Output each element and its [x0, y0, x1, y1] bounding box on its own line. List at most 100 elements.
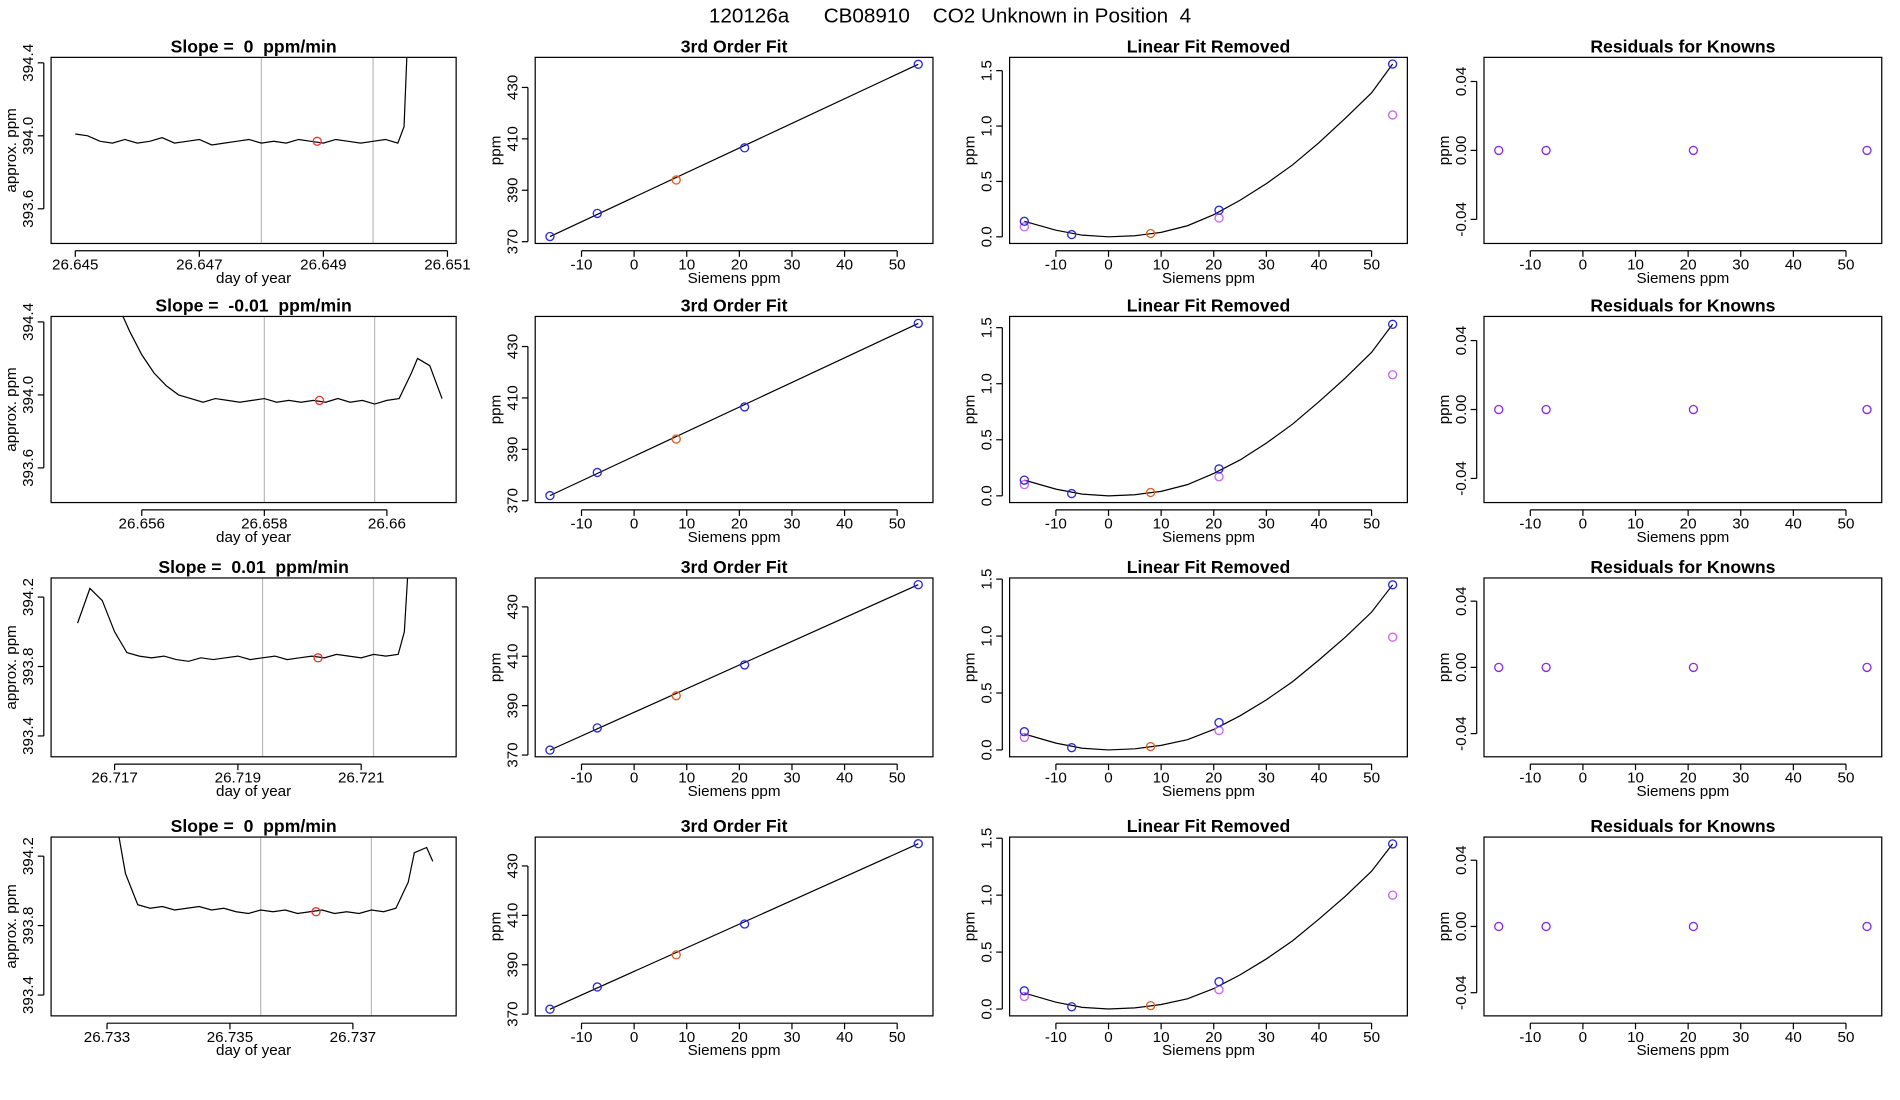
- y-tick-label: 393.8: [20, 648, 37, 686]
- x-tick-label: 30: [1732, 1029, 1749, 1046]
- x-tick-label: 20: [1205, 770, 1222, 787]
- y-tick-label: 390: [504, 437, 521, 462]
- x-tick-label: 50: [1838, 256, 1855, 273]
- panel-title: 3rd Order Fit: [681, 295, 788, 315]
- x-axis-label: Siemens ppm: [1636, 1042, 1729, 1059]
- x-tick-label: 0: [1579, 515, 1587, 532]
- y-tick-label: 0.04: [1453, 67, 1470, 97]
- x-tick-label: 10: [1153, 1029, 1170, 1046]
- data-point: [1214, 717, 1224, 728]
- data-point: [1145, 487, 1156, 498]
- x-tick-label: -10: [1519, 515, 1541, 532]
- plot-frame: [50, 56, 457, 245]
- y-axis-label: ppm: [962, 395, 979, 425]
- x-tick-label: 10: [1627, 256, 1644, 273]
- x-tick-label: 26.721: [338, 770, 384, 787]
- data-point: [1214, 213, 1224, 223]
- y-tick-label: 393.6: [20, 190, 37, 228]
- x-tick-label: 30: [784, 770, 801, 787]
- y-tick-label: 1.5: [979, 317, 996, 338]
- x-tick-label: -10: [1519, 770, 1541, 787]
- data-line: [118, 837, 434, 915]
- data-point: [739, 143, 750, 153]
- data-line: [549, 322, 919, 497]
- data-point: [1862, 921, 1872, 932]
- data-point: [1688, 921, 1699, 932]
- x-tick-label: 20: [1680, 1029, 1697, 1046]
- panel-title: Linear Fit Removed: [1127, 557, 1291, 577]
- x-tick-label: 30: [1732, 770, 1749, 787]
- panel-title: Slope = -0.01 ppm/min: [155, 295, 351, 315]
- y-axis-label: approx. ppm: [3, 367, 20, 451]
- y-tick-label: 0.00: [1453, 912, 1470, 942]
- x-tick-label: 26.719: [215, 770, 261, 787]
- x-tick-label: 40: [1311, 770, 1328, 787]
- x-tick-label: 40: [836, 256, 853, 273]
- plot-frame: [534, 56, 934, 245]
- panel-title: Residuals for Knowns: [1590, 295, 1775, 315]
- y-tick-label: 430: [504, 594, 521, 619]
- data-point: [1688, 662, 1699, 673]
- data-point: [1214, 205, 1224, 215]
- data-point: [1541, 921, 1551, 932]
- data-point: [1862, 662, 1872, 673]
- x-tick-label: 0: [1104, 1029, 1112, 1046]
- plot-frame: [1008, 836, 1408, 1017]
- y-tick-label: 394.2: [20, 578, 37, 616]
- x-tick-label: -10: [571, 256, 593, 273]
- x-tick-label: 30: [1732, 515, 1749, 532]
- data-point: [592, 723, 602, 733]
- data-point: [1067, 488, 1077, 499]
- x-tick-label: -10: [571, 770, 593, 787]
- y-tick-label: 390: [504, 178, 521, 203]
- x-tick-label: 50: [1838, 1029, 1855, 1046]
- data-point: [1067, 229, 1077, 240]
- data-line: [1024, 323, 1394, 497]
- x-tick-label: 0: [630, 256, 638, 273]
- x-axis-label: Siemens ppm: [688, 1042, 781, 1059]
- x-tick-label: 0: [1104, 770, 1112, 787]
- panel-title: Residuals for Knowns: [1590, 557, 1775, 577]
- data-point: [1862, 404, 1872, 415]
- x-tick-label: 40: [1785, 770, 1802, 787]
- y-tick-label: 393.4: [20, 717, 37, 755]
- y-tick-label: -0.04: [1453, 716, 1470, 751]
- x-tick-label: 10: [1153, 515, 1170, 532]
- y-tick-label: 430: [504, 75, 521, 100]
- plot-frame: [1483, 577, 1883, 758]
- x-tick-label: 10: [678, 1029, 695, 1046]
- x-tick-label: 30: [784, 1029, 801, 1046]
- data-point: [1494, 921, 1504, 932]
- y-axis-label: ppm: [962, 136, 979, 166]
- x-tick-label: 30: [1258, 1029, 1275, 1046]
- data-line: [77, 577, 409, 662]
- main-title: 120126a CB08910 CO2 Unknown in Position …: [709, 5, 1191, 28]
- x-tick-label: 0: [1104, 515, 1112, 532]
- y-tick-label: -0.04: [1453, 461, 1470, 496]
- data-point: [671, 950, 681, 960]
- y-tick-label: 1.5: [979, 60, 996, 81]
- data-point: [913, 839, 923, 849]
- x-tick-label: 0: [630, 770, 638, 787]
- plot-frame: [1483, 836, 1883, 1017]
- y-tick-label: 410: [504, 903, 521, 928]
- data-point: [1214, 977, 1224, 987]
- y-tick-label: 0.5: [979, 171, 996, 192]
- x-tick-label: 20: [731, 770, 748, 787]
- x-tick-label: 40: [836, 770, 853, 787]
- y-tick-label: 0.04: [1453, 326, 1470, 356]
- data-point: [671, 691, 681, 701]
- y-tick-label: 394.0: [20, 117, 37, 155]
- y-tick-label: 0.04: [1453, 586, 1470, 616]
- panel: Slope = 0 ppm/min day of year approx. ppm 2…: [3, 36, 471, 287]
- plot-frame: [534, 315, 934, 504]
- plot-frame: [534, 577, 934, 758]
- y-tick-label: 410: [504, 385, 521, 410]
- y-tick-label: 0.0: [979, 485, 996, 506]
- x-tick-label: -10: [1045, 515, 1067, 532]
- data-point: [671, 175, 681, 185]
- plot-frame: [1483, 56, 1883, 245]
- x-axis-label: day of year: [216, 270, 291, 287]
- panel: Residuals for Knowns Siemens ppm ppm -10 0 10…: [1436, 557, 1883, 800]
- y-tick-label: 0.0: [979, 226, 996, 247]
